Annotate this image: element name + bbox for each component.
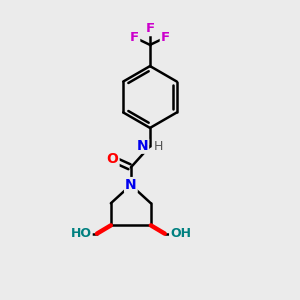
Text: OH: OH: [170, 227, 191, 240]
Text: F: F: [146, 22, 154, 35]
Text: F: F: [161, 31, 170, 44]
Text: H: H: [154, 140, 163, 153]
Text: HO: HO: [71, 227, 92, 240]
Text: O: O: [107, 152, 118, 166]
Text: N: N: [125, 178, 137, 192]
Text: F: F: [130, 31, 139, 44]
Text: N: N: [137, 139, 148, 153]
